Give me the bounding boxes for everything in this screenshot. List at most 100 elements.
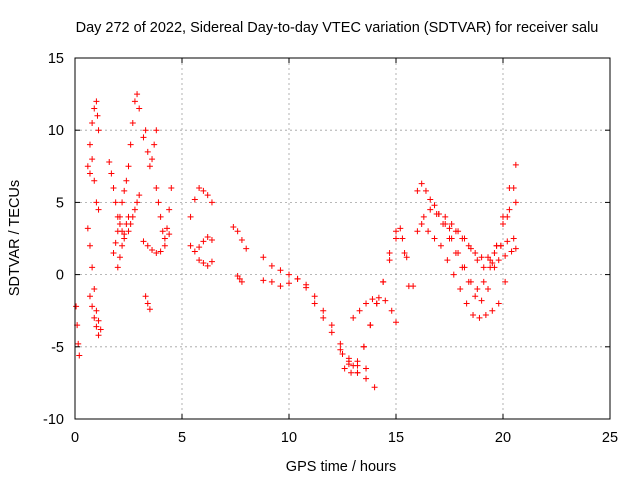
data-point (403, 254, 410, 261)
data-point (472, 249, 479, 256)
series-sat-o (187, 184, 215, 220)
data-point (238, 236, 245, 243)
data-point (508, 248, 515, 255)
data-point (196, 244, 203, 251)
series-sat-p (187, 234, 215, 255)
data-point (414, 187, 421, 194)
data-point (238, 278, 245, 285)
data-point (95, 206, 102, 213)
data-point (161, 242, 168, 249)
data-point (399, 235, 406, 242)
data-point (452, 228, 459, 235)
data-point (112, 199, 119, 206)
data-point (140, 134, 147, 141)
series-sat-j (125, 192, 143, 235)
data-point (93, 323, 100, 330)
data-point (510, 235, 517, 242)
data-point (157, 248, 164, 255)
data-point (386, 257, 393, 264)
y-axis-label: SDTVAR / TECUs (7, 180, 23, 296)
data-point (131, 206, 138, 213)
data-point (459, 264, 466, 271)
series-sat-f (106, 158, 128, 242)
series-sat-h (114, 213, 132, 271)
data-point (489, 260, 496, 267)
data-point (485, 254, 492, 261)
data-point (144, 242, 151, 249)
series-sat-af (489, 245, 519, 267)
data-point (463, 300, 470, 307)
data-point (478, 254, 485, 261)
data-point (420, 213, 427, 220)
x-tick-label: 5 (178, 430, 186, 446)
data-point (371, 384, 378, 391)
series-sat-y (397, 225, 410, 261)
data-point (341, 365, 348, 372)
data-point (89, 119, 96, 126)
data-point (208, 199, 215, 206)
data-point (360, 343, 367, 350)
data-point (149, 247, 156, 254)
data-point (277, 267, 284, 274)
x-tick-label: 15 (388, 430, 404, 446)
series-sat-e (86, 156, 102, 213)
series-sat-c (86, 293, 102, 339)
data-point (442, 213, 449, 220)
y-tick-label: 0 (56, 268, 64, 284)
data-point (119, 242, 126, 249)
data-point (166, 231, 173, 238)
data-point (437, 242, 444, 249)
data-point (234, 228, 241, 235)
data-point (200, 238, 207, 245)
data-point (465, 278, 472, 285)
data-point (86, 293, 93, 300)
data-point (502, 278, 509, 285)
data-point (153, 127, 160, 134)
data-point (268, 262, 275, 269)
data-point (91, 286, 98, 293)
data-point (89, 264, 96, 271)
data-point (204, 262, 211, 269)
data-point (208, 236, 215, 243)
data-point (328, 322, 335, 329)
data-point (485, 286, 492, 293)
data-point (435, 210, 442, 217)
data-point (480, 264, 487, 271)
data-point (116, 213, 123, 220)
series-sat-x (350, 294, 399, 326)
data-point (286, 280, 292, 287)
data-point (91, 177, 98, 184)
data-point (431, 235, 438, 242)
data-point (459, 235, 466, 242)
x-tick-label: 0 (71, 430, 79, 446)
data-points (73, 91, 519, 391)
data-point (393, 228, 399, 235)
data-point (108, 170, 115, 177)
series-sat-n (153, 184, 175, 242)
data-point (491, 249, 498, 256)
data-point (196, 257, 203, 264)
data-point (363, 300, 370, 307)
data-point (386, 249, 393, 256)
data-point (328, 329, 335, 336)
data-point (363, 365, 370, 372)
data-point (512, 161, 519, 168)
data-point (482, 312, 489, 319)
data-point (73, 303, 80, 310)
data-point (418, 180, 425, 187)
data-point (446, 225, 453, 232)
data-point (369, 296, 376, 303)
data-point (114, 264, 121, 271)
series-sat-a (73, 303, 83, 359)
data-point (478, 297, 485, 304)
data-point (320, 314, 327, 321)
data-point (348, 369, 355, 376)
data-point (146, 306, 153, 313)
data-point (500, 221, 506, 228)
data-point (495, 300, 502, 307)
data-point (474, 286, 481, 293)
data-point (95, 127, 102, 134)
data-point (388, 307, 395, 314)
x-tick-label: 10 (281, 430, 297, 446)
data-point (116, 221, 123, 228)
